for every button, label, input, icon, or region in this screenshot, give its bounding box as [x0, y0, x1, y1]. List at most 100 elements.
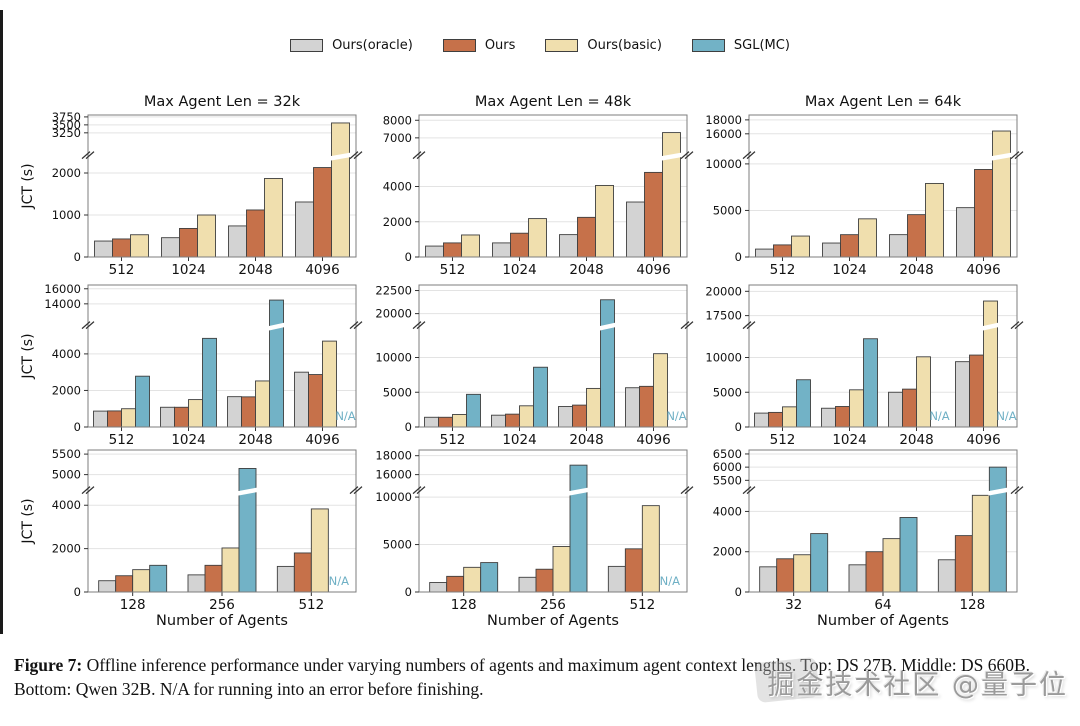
legend-swatch: [545, 39, 579, 52]
bar-ours-oracle: [607, 565, 626, 593]
bar-ours: [174, 406, 189, 428]
axis-break-mark: [684, 486, 694, 495]
x-tick-label: 512: [629, 597, 655, 613]
y-tick-label: 5000: [383, 385, 412, 399]
bar-ours: [624, 548, 643, 593]
bar-ours-basic: [793, 554, 812, 593]
bar-ours-basic: [858, 218, 877, 258]
bar-ours: [246, 209, 265, 258]
x-tick-label: 512: [440, 262, 466, 278]
x-tick-label: 256: [209, 597, 235, 613]
bar-ours-oracle: [889, 234, 908, 258]
bar-ours-oracle: [937, 559, 956, 593]
x-tick-label: 128: [120, 597, 146, 613]
plot-border: [748, 114, 1018, 258]
bar-ours: [644, 171, 663, 258]
bar-ours-oracle: [888, 391, 903, 428]
bar-break-gap: [238, 487, 257, 496]
x-tick-label: 512: [109, 262, 135, 278]
x-tick-label: 1024: [832, 262, 866, 278]
bar-ours-oracle: [228, 225, 247, 258]
bar-sgl-mc: [988, 466, 1007, 593]
axis-break-mark: [746, 486, 756, 495]
bar-sgl-mc: [466, 393, 481, 428]
bar-ours-oracle: [425, 245, 444, 258]
legend-label: Ours: [484, 38, 516, 53]
bar-sgl-mc: [135, 375, 150, 428]
y-tick-label: 2000: [52, 542, 81, 556]
bar-ours-basic: [992, 130, 1011, 258]
bar-ours-basic: [586, 387, 601, 428]
bar-ours: [776, 558, 795, 593]
y-tick-label: 5000: [713, 203, 742, 217]
y-tick-label: 4000: [383, 180, 412, 194]
bar-ours-oracle: [187, 574, 206, 593]
subplot-title: Max Agent Len = 64k: [805, 94, 962, 110]
axis-break-mark: [81, 151, 91, 160]
bar-ours: [308, 374, 323, 428]
figure-caption: Figure 7: Offline inference performance …: [14, 653, 1068, 701]
x-axis-label: Number of Agents: [156, 613, 288, 629]
bar-ours-basic: [463, 566, 482, 593]
y-tick-label: 3500: [52, 118, 81, 132]
y-tick-label: 16000: [705, 127, 742, 141]
legend-item-ours-basic: Ours(basic): [545, 38, 662, 53]
bar-ours-basic: [662, 132, 681, 258]
axis-break-mark: [742, 321, 752, 330]
bar-ours-oracle: [161, 237, 180, 258]
y-tick-label: 0: [74, 420, 81, 434]
bar-ours-oracle: [755, 248, 774, 258]
bar-ours-oracle: [821, 407, 836, 428]
legend-label: SGL(MC): [733, 38, 790, 53]
bar-sgl-mc: [600, 299, 615, 428]
bar-ours-oracle: [424, 416, 439, 428]
bar-ours: [840, 234, 859, 258]
y-tick-label: 5500: [713, 473, 742, 487]
y-tick-label: 10000: [705, 351, 742, 365]
bar-ours-oracle: [759, 566, 778, 593]
bar-ours: [313, 167, 332, 258]
bar-ours: [577, 216, 596, 258]
x-axis-label: Number of Agents: [817, 613, 949, 629]
y-axis-label: JCT (s): [20, 498, 36, 544]
bar-break-gap: [599, 322, 616, 331]
axis-break-mark: [1010, 151, 1020, 160]
axis-break-mark: [349, 486, 359, 495]
bar-ours: [115, 575, 134, 593]
bar-ours: [443, 242, 462, 258]
bar-ours-basic: [595, 184, 614, 258]
bar-ours-basic: [461, 234, 480, 258]
y-tick-label: 16000: [375, 468, 412, 482]
x-tick-label: 2048: [569, 432, 603, 448]
bar-ours-basic: [310, 508, 329, 593]
y-tick-label: 16000: [44, 282, 81, 296]
bar-break-gap: [982, 322, 999, 331]
bar-ours: [902, 388, 917, 428]
y-tick-label: 2000: [52, 383, 81, 397]
bar-break-gap: [991, 152, 1012, 161]
axis-break-mark: [81, 321, 91, 330]
y-tick-label: 3750: [52, 110, 81, 124]
bar-break-gap: [268, 322, 285, 331]
watermark-text: 掘金技术社区 @量子位: [767, 670, 1068, 701]
bar-ours: [241, 396, 256, 428]
bar-ours-basic: [519, 405, 534, 428]
y-tick-label: 0: [405, 420, 412, 434]
y-tick-label: 4000: [713, 504, 742, 518]
axis-break-mark: [416, 486, 426, 495]
bar-ours: [204, 564, 223, 593]
bar-ours-basic: [452, 414, 467, 428]
x-tick-label: 512: [770, 432, 796, 448]
x-tick-label: 512: [298, 597, 324, 613]
axis-break-mark: [680, 486, 690, 495]
axis-break-mark: [85, 321, 95, 330]
y-tick-label: 22500: [375, 284, 412, 298]
axis-break-mark: [1014, 486, 1024, 495]
y-tick-label: 0: [405, 250, 412, 264]
y-tick-label: 14000: [44, 297, 81, 311]
y-tick-label: 0: [735, 420, 742, 434]
bar-break-gap: [988, 487, 1008, 496]
bar-ours: [505, 413, 520, 428]
